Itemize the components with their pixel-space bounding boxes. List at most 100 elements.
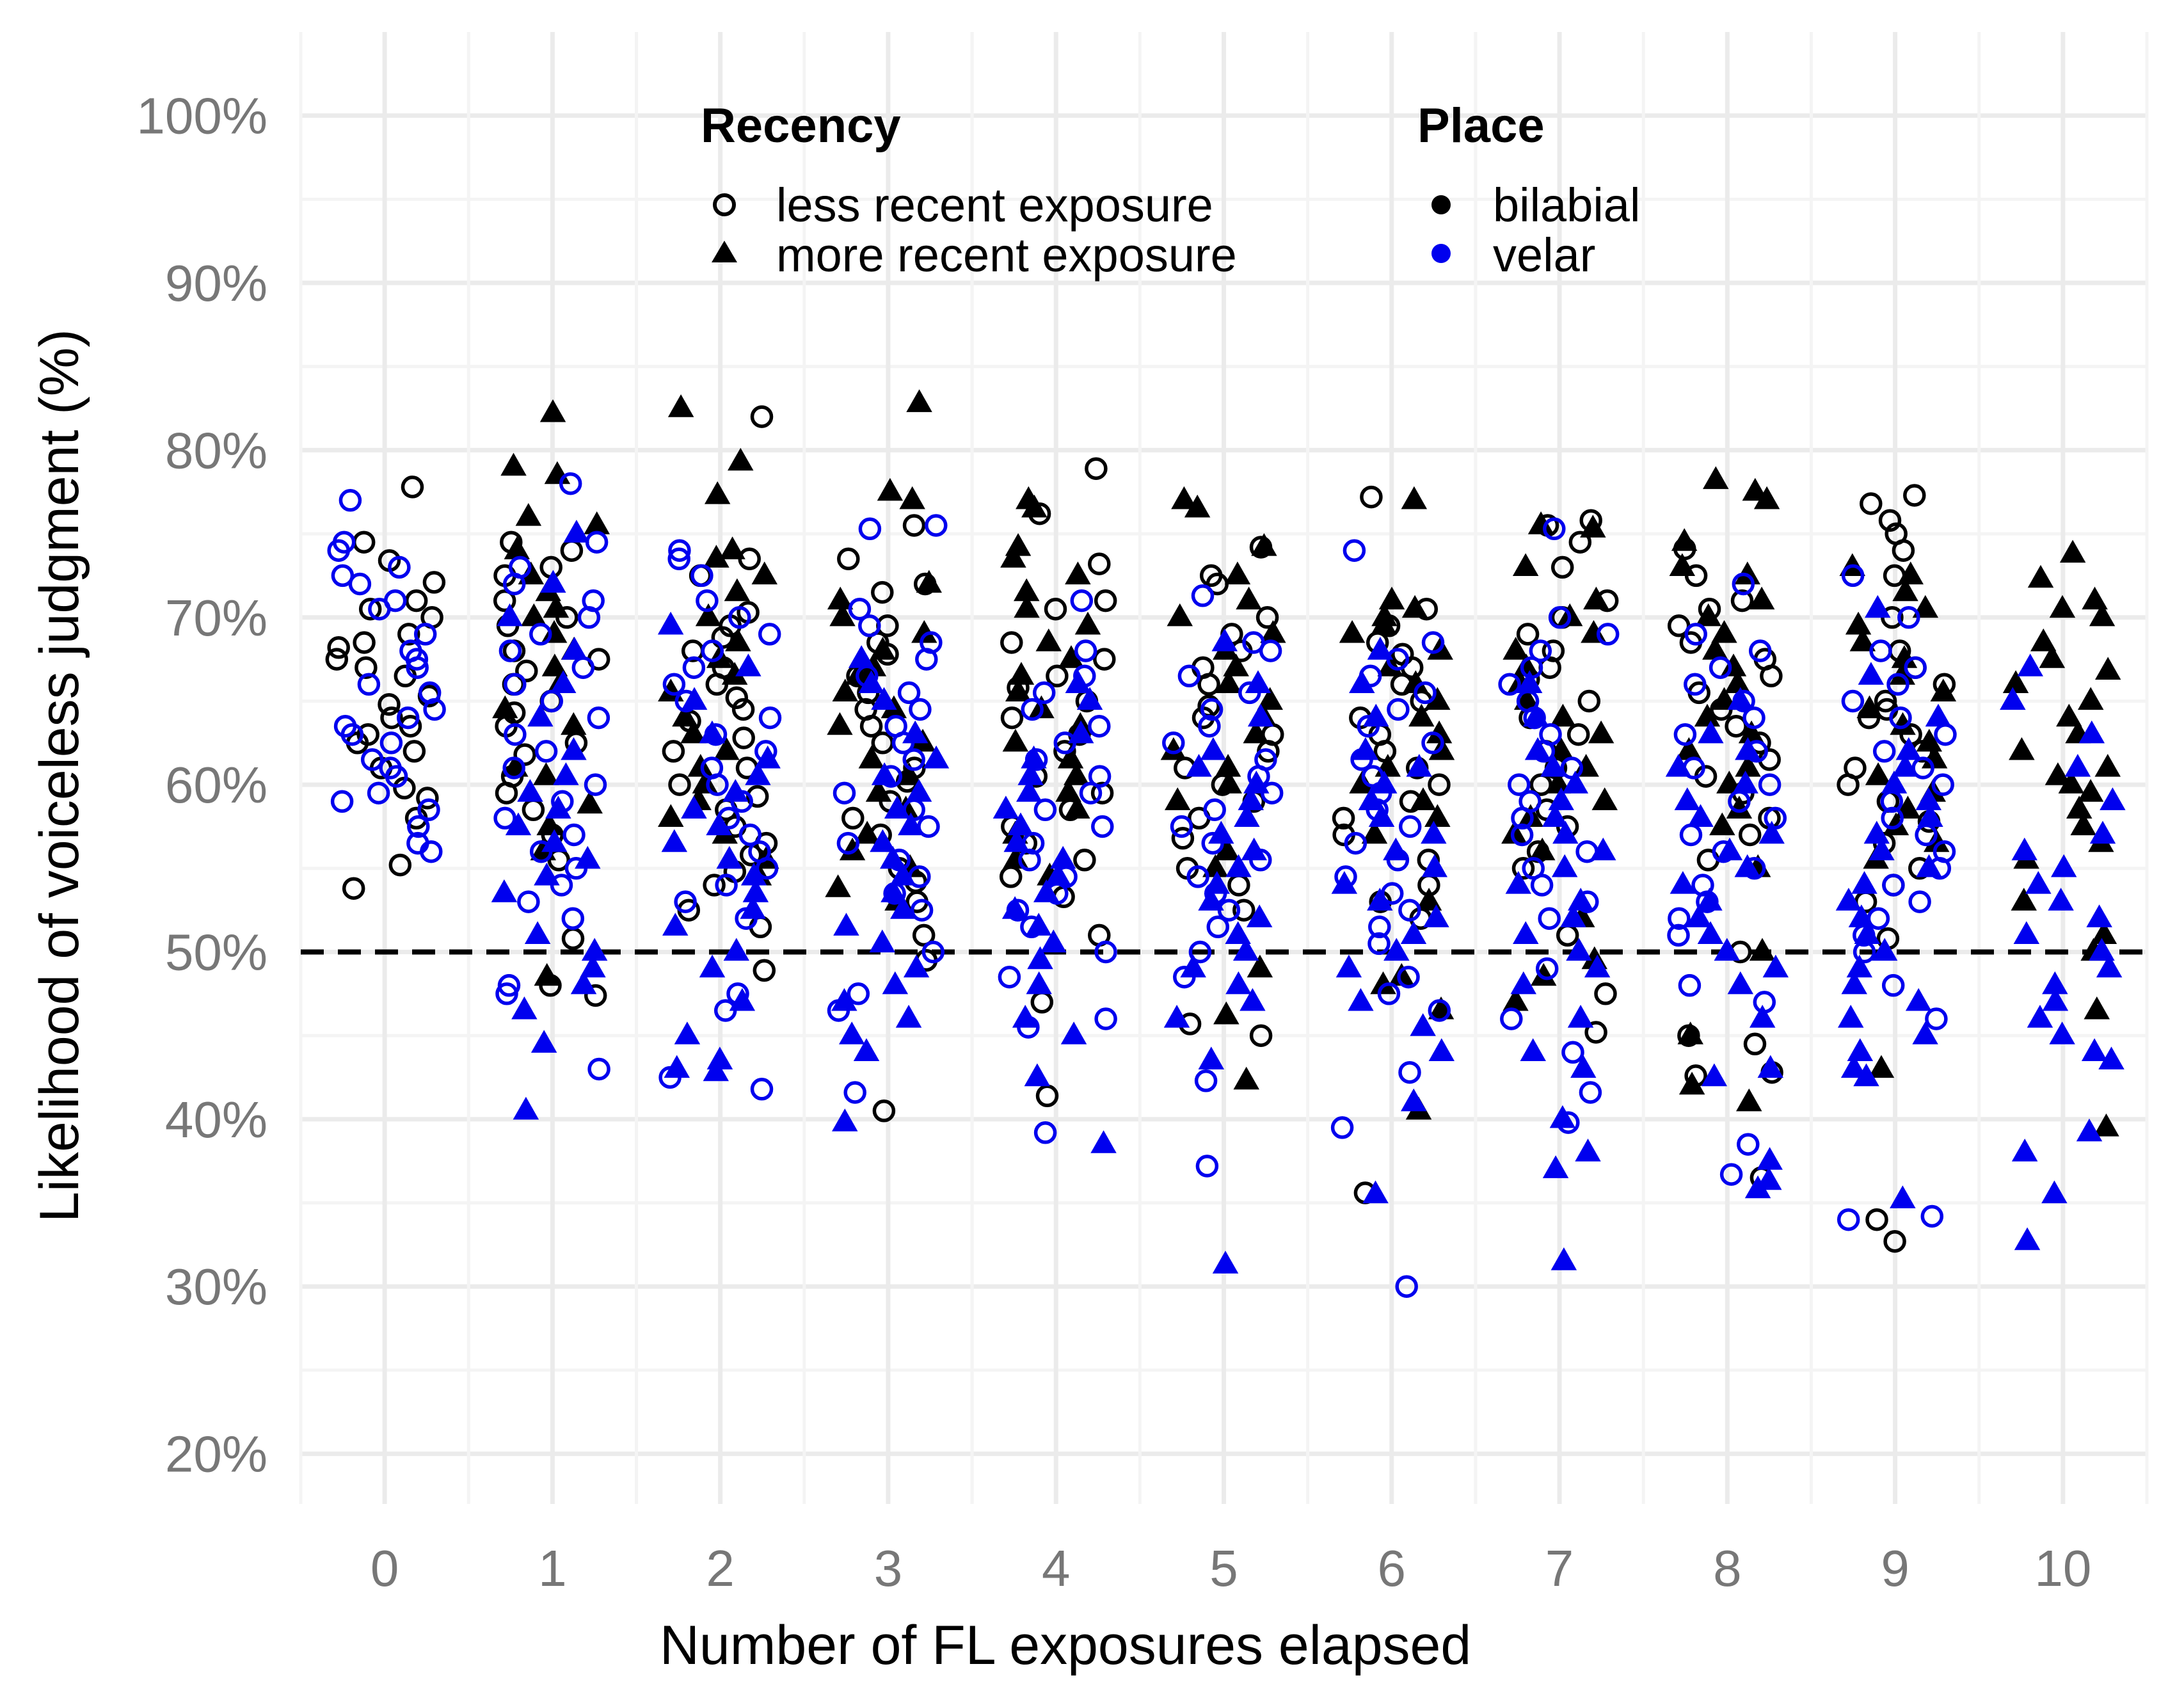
data-point-filled-triangle [1200, 737, 1227, 760]
series-velar-more [491, 520, 2126, 1274]
data-point-filled-triangle [1027, 946, 1053, 970]
legend-filled-triangle-icon [712, 241, 737, 262]
data-point-filled-triangle [1727, 971, 1754, 995]
data-point-open-circle [339, 489, 362, 512]
data-point-filled-triangle [1225, 971, 1252, 995]
legend-place-title: Place [1417, 99, 1545, 153]
data-point-filled-triangle [1424, 804, 1451, 827]
data-point-filled-triangle [1513, 653, 1540, 676]
data-point-filled-triangle [513, 1096, 539, 1120]
data-point-open-circle [1903, 484, 1926, 507]
data-point-filled-triangle [1065, 561, 1091, 585]
data-point-open-circle [360, 748, 384, 771]
data-point-open-circle [738, 823, 762, 847]
data-point-open-circle [1865, 1208, 1888, 1231]
data-point-open-circle [1529, 639, 1552, 662]
data-point-filled-triangle [1735, 754, 1761, 777]
data-point-filled-triangle [1090, 1130, 1117, 1153]
data-point-filled-triangle [735, 653, 761, 676]
data-point-open-circle [1596, 623, 1620, 646]
data-point-open-circle [1368, 915, 1391, 939]
data-point-open-circle [921, 940, 945, 964]
data-point-filled-triangle [832, 678, 859, 701]
data-point-filled-triangle [533, 762, 559, 785]
data-point-open-circle [1500, 1007, 1523, 1030]
data-point-filled-triangle [1076, 687, 1103, 710]
data-point-filled-triangle [2089, 820, 2116, 844]
data-point-filled-triangle [1045, 862, 1071, 886]
data-point-open-circle [703, 874, 726, 897]
data-point-filled-triangle [2027, 564, 2054, 588]
data-point-open-circle [515, 659, 538, 683]
data-point-filled-triangle [1881, 771, 1908, 794]
data-point-filled-triangle [518, 561, 545, 585]
data-point-open-circle [701, 639, 724, 662]
data-point-filled-triangle [541, 829, 568, 852]
data-point-filled-triangle [2094, 754, 2121, 777]
data-point-filled-triangle [2078, 720, 2105, 744]
legend-open-circle-icon [713, 193, 736, 216]
data-point-open-circle [902, 748, 925, 771]
x-axis-title: Number of FL exposures elapsed [660, 1615, 1471, 1676]
data-point-open-circle [1889, 706, 1912, 730]
data-point-filled-triangle [1687, 804, 1714, 827]
data-point-filled-triangle [1260, 620, 1286, 643]
data-point-filled-triangle [854, 820, 881, 844]
data-point-filled-triangle [524, 921, 551, 944]
data-point-open-circle [584, 984, 607, 1007]
data-point-filled-triangle [1540, 754, 1566, 777]
data-point-filled-triangle [1848, 904, 1875, 927]
data-point-open-circle [902, 514, 926, 537]
data-point-filled-triangle [491, 879, 518, 902]
data-point-filled-triangle [1065, 670, 1092, 693]
legend-less-recent-label: less recent exposure [776, 179, 1213, 232]
data-point-filled-triangle [1428, 1038, 1455, 1061]
data-point-filled-triangle [1401, 595, 1428, 618]
data-point-filled-triangle [2084, 996, 2110, 1019]
data-point-filled-triangle [2093, 1113, 2119, 1137]
data-point-filled-triangle [1160, 737, 1187, 760]
y-tick-label: 40% [165, 1091, 267, 1148]
y-tick-label: 80% [165, 422, 267, 479]
data-point-filled-triangle [853, 1038, 880, 1061]
data-point-open-circle [571, 656, 595, 679]
data-point-filled-triangle [699, 954, 726, 978]
data-point-filled-triangle [1921, 745, 1948, 769]
data-point-filled-triangle [1545, 771, 1572, 794]
data-point-filled-triangle [2058, 771, 2085, 794]
data-point-filled-triangle [1007, 812, 1034, 836]
data-point-open-circle [715, 874, 738, 897]
data-point-open-circle [841, 806, 865, 830]
data-point-filled-triangle [1758, 820, 1785, 844]
data-point-open-circle [367, 781, 390, 804]
data-point-open-circle [1397, 965, 1420, 989]
data-point-filled-triangle [825, 874, 851, 897]
data-point-filled-triangle [1348, 987, 1374, 1011]
data-point-filled-triangle [1349, 771, 1375, 794]
data-point-filled-triangle [1014, 595, 1040, 618]
data-point-open-circle [1881, 974, 1905, 997]
data-point-open-circle [403, 740, 426, 763]
data-point-filled-triangle [2025, 871, 2052, 894]
data-point-filled-triangle [1841, 971, 1867, 995]
data-point-filled-triangle [1367, 637, 1394, 660]
data-point-filled-triangle [1915, 787, 1941, 810]
data-point-open-circle [1044, 597, 1067, 621]
data-point-filled-triangle [1895, 737, 1922, 760]
data-point-filled-triangle [680, 720, 706, 744]
data-point-filled-triangle [898, 812, 924, 836]
x-tick-label: 0 [371, 1540, 399, 1597]
data-point-filled-triangle [1757, 1055, 1783, 1078]
data-point-filled-triangle [1917, 804, 1943, 827]
data-point-open-circle [1760, 664, 1783, 688]
legend-recency-title: Recency [701, 99, 901, 153]
data-point-open-circle [587, 706, 610, 730]
data-point-filled-triangle [1542, 804, 1568, 827]
data-point-open-circle [1837, 773, 1860, 796]
data-point-filled-triangle [1520, 1038, 1546, 1061]
data-point-open-circle [1684, 623, 1707, 646]
data-point-filled-triangle [2042, 987, 2069, 1011]
data-point-open-circle [406, 656, 429, 679]
data-point-open-circle [1911, 756, 1934, 780]
